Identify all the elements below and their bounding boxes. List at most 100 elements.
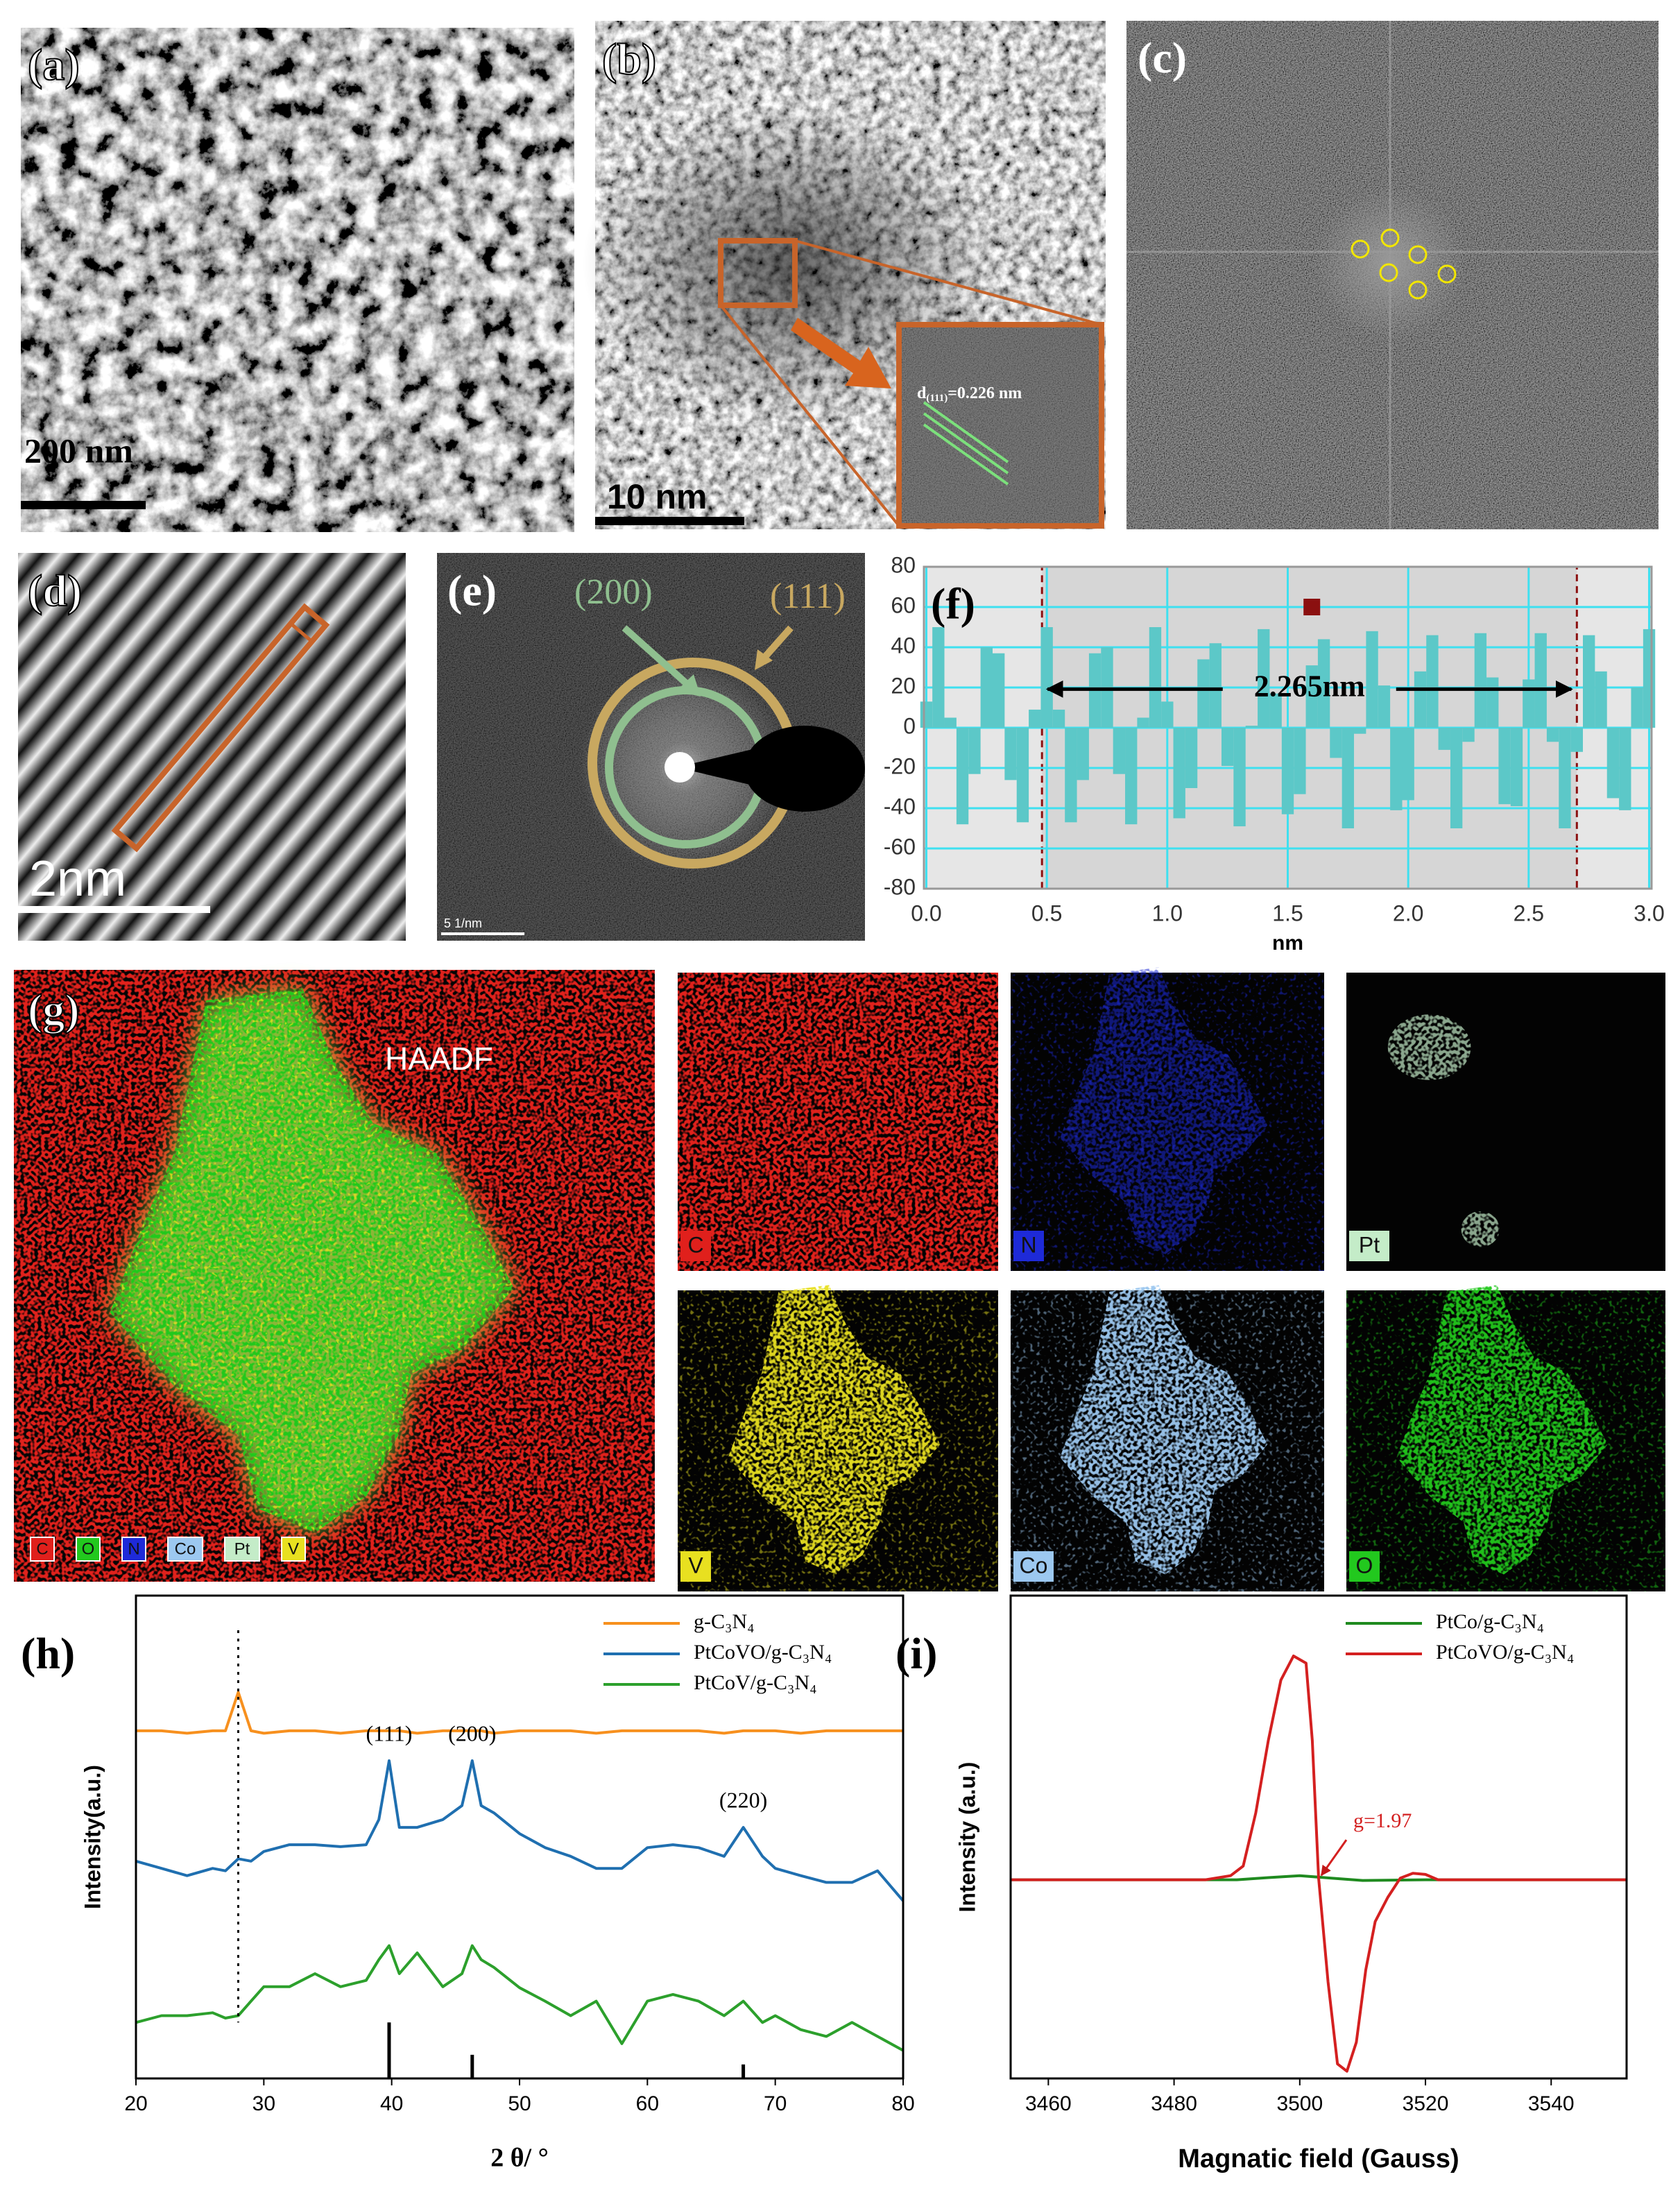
bar xyxy=(1546,728,1559,742)
map-signal xyxy=(1060,967,1268,1254)
y-tick-label: -40 xyxy=(884,794,916,819)
bar xyxy=(1438,728,1450,750)
plot-frame xyxy=(1009,1594,1628,2080)
y-tick-label: 40 xyxy=(891,633,916,658)
series-line xyxy=(1011,1655,1627,2073)
x-tick-label: 3460 xyxy=(1025,2092,1072,2115)
chart: -80 -60 -40 -20 0 20 40 60 80 0.0 0.5 1.0 1.5 2.0 2.5 3… xyxy=(884,552,1665,954)
bar xyxy=(1040,627,1053,728)
scale-bar-label: 10 nm xyxy=(607,477,708,516)
bar xyxy=(992,653,1005,728)
bar xyxy=(1583,635,1595,728)
bar xyxy=(1619,728,1631,810)
bar xyxy=(1197,659,1210,728)
legend-label: Pt xyxy=(234,1539,250,1558)
ring-label: (200) xyxy=(574,572,653,612)
d-symbol: d xyxy=(917,384,927,402)
bar xyxy=(1414,671,1427,728)
scale-bar-label: 5 1/nm xyxy=(444,916,482,930)
bar xyxy=(1559,728,1571,828)
beam-stop xyxy=(676,749,753,785)
ring-label: (111) xyxy=(770,576,846,616)
fft-spots xyxy=(1351,228,1457,300)
bar xyxy=(1233,728,1246,827)
panel-label: (e) xyxy=(447,566,497,615)
lattice-lines xyxy=(923,401,1009,486)
bar xyxy=(1643,629,1656,728)
y-tick-label: 0 xyxy=(903,713,916,738)
bar xyxy=(932,627,945,728)
bar xyxy=(1269,693,1282,728)
y-tick-label: -80 xyxy=(884,874,916,899)
series-line xyxy=(136,1691,903,1735)
legend-label: g-C₃N₄ xyxy=(694,1610,755,1633)
legend-label: PtCoVO/g-C₃N₄ xyxy=(1436,1641,1574,1664)
bar xyxy=(968,728,981,774)
plot-frame xyxy=(923,565,1653,890)
ring-arrow xyxy=(622,625,693,690)
bar xyxy=(1173,728,1185,819)
legend-chip xyxy=(224,1537,260,1562)
panel-label: (g) xyxy=(28,985,80,1034)
panel-label: (b) xyxy=(602,35,656,84)
bar xyxy=(1330,728,1342,758)
d-spacing: d(111)=0.226 nm xyxy=(917,384,1022,404)
bar xyxy=(1390,728,1403,810)
inset-tint xyxy=(899,325,1102,526)
panel-label: (d) xyxy=(28,566,82,615)
bar xyxy=(1149,627,1162,728)
x-tick-label: 2.0 xyxy=(1393,900,1423,925)
bar xyxy=(1004,728,1017,780)
map-signal xyxy=(728,1285,941,1575)
bar xyxy=(1161,701,1174,728)
ring-arrow xyxy=(760,625,794,662)
d-index: (111) xyxy=(926,393,948,404)
map-chip xyxy=(680,1231,711,1261)
map-chip xyxy=(1013,1231,1044,1261)
x-tick-label: 30 xyxy=(252,2092,275,2115)
bar xyxy=(1354,728,1366,734)
ifft-image xyxy=(18,553,406,941)
legend-label: PtCoV/g-C₃N₄ xyxy=(694,1671,817,1694)
map-label: C xyxy=(687,1232,703,1257)
bar xyxy=(1631,687,1643,728)
scale-bar xyxy=(441,932,524,935)
bar xyxy=(1595,671,1607,728)
map-label: O xyxy=(1356,1553,1373,1578)
map-signal xyxy=(678,973,998,1271)
legend-label: C xyxy=(36,1539,48,1558)
peak-label: (111) xyxy=(366,1720,413,1745)
map-chip xyxy=(1349,1231,1389,1261)
bar xyxy=(1185,728,1198,788)
bar xyxy=(944,717,957,728)
chart: 3460 3480 3500 3520 3540 g=1.97 PtCo/g-C₃N₄ PtC… xyxy=(895,1594,1628,2173)
bar xyxy=(1245,726,1258,728)
legend-label: V xyxy=(288,1539,299,1558)
bar xyxy=(1125,728,1138,825)
bar xyxy=(1113,728,1126,774)
x-tick-label: 70 xyxy=(764,2092,787,2115)
charts: -80 -60 -40 -20 0 20 40 60 80 0.0 0.5 1.0 1.5 2.0 2.5 3… xyxy=(21,552,1665,2173)
y-tick-label: -20 xyxy=(884,753,916,778)
eds-maps: C O N Co Pt V C N Pt V Co O xyxy=(14,967,1665,1591)
map-chip xyxy=(1013,1551,1054,1582)
sem-image xyxy=(21,28,574,532)
series-line xyxy=(1011,1874,1627,1882)
x-axis-label: Magnatic field (Gauss) xyxy=(1178,2144,1459,2173)
bar xyxy=(1402,728,1414,801)
bar xyxy=(1016,728,1029,823)
particle-shadow xyxy=(583,104,999,423)
annotation: g=1.97 xyxy=(1353,1809,1412,1832)
annotation: 2.265nm xyxy=(1254,669,1365,703)
beam-stop xyxy=(744,726,865,812)
legend-chip xyxy=(30,1537,55,1562)
map-label: V xyxy=(688,1553,703,1578)
y-tick-label: -60 xyxy=(884,834,916,859)
zoom-line xyxy=(794,239,1102,326)
x-tick-label: 40 xyxy=(380,2092,403,2115)
legend-label: N xyxy=(128,1539,139,1558)
inset-frame xyxy=(896,322,1104,529)
scale-bar-label: 2nm xyxy=(29,851,126,907)
bar xyxy=(1281,728,1294,814)
